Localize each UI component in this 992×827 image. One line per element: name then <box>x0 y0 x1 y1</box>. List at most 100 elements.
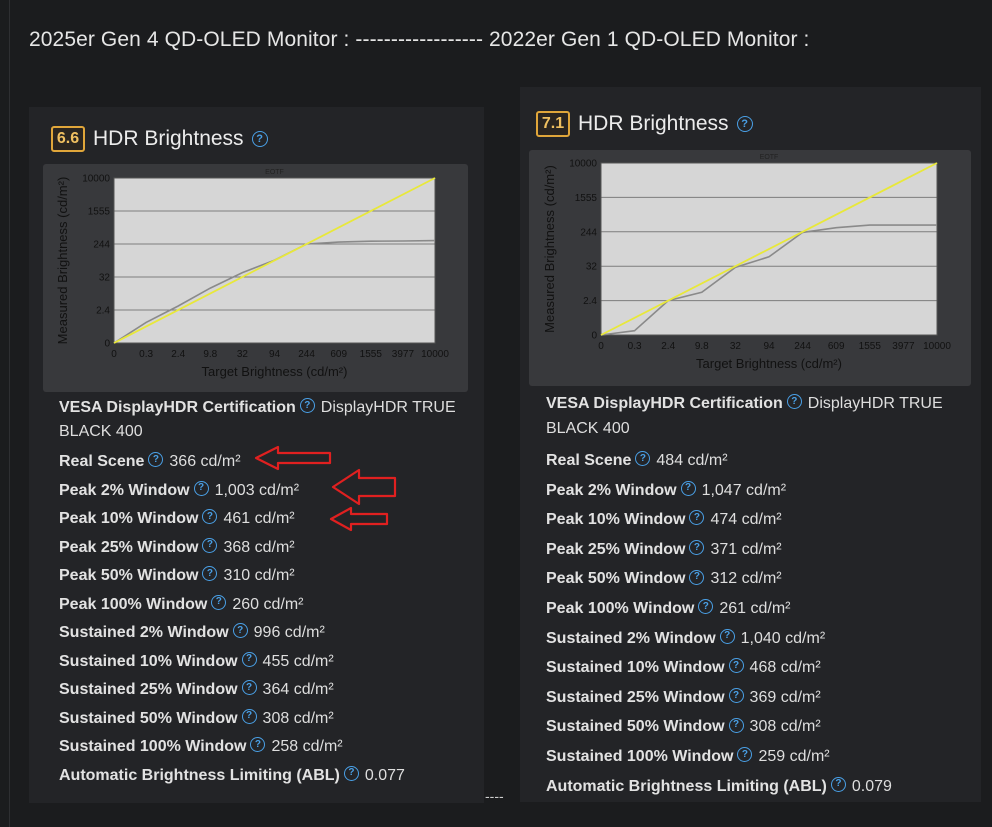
metric-value: DisplayHDR TRUE BLACK 400 <box>546 395 943 437</box>
chart-title: EOTF <box>760 154 779 161</box>
help-icon[interactable]: ? <box>689 540 705 556</box>
score-badge: 6.6 <box>51 126 85 152</box>
eotf-chart: 0 2.4 32 244 1555 10000 0 0.3 2.4 9.8 32 94 244 609 15… <box>43 164 468 392</box>
plot-border <box>600 162 938 336</box>
comparison-heading: 2025er Gen 4 QD-OLED Monitor : ---------… <box>29 28 810 51</box>
x-tick-label: 1555 <box>360 349 383 360</box>
help-icon[interactable]: ? <box>728 688 744 704</box>
y-tick-label: 32 <box>586 262 598 273</box>
metric-row: Peak 2% Window? 1,003 cd/m² <box>59 477 469 506</box>
metric-label: Automatic Brightness Limiting (ABL) <box>59 766 340 784</box>
metric-row: Sustained 25% Window? 364 cd/m² <box>59 676 469 705</box>
metric-value: 366 cd/m² <box>169 453 241 470</box>
y-tick-label: 10000 <box>82 174 110 185</box>
metric-label: Real Scene <box>546 452 632 469</box>
metric-row: Automatic Brightness Limiting (ABL)? 0.07… <box>59 762 469 791</box>
help-icon[interactable]: ? <box>232 623 248 639</box>
y-axis-label: Measured Brightness (cd/m²) <box>55 177 70 345</box>
metric-row: Peak 10% Window? 461 cd/m² <box>59 505 469 534</box>
help-icon[interactable]: ? <box>202 509 218 525</box>
x-axis-label: Target Brightness (cd/m²) <box>202 364 348 379</box>
help-icon[interactable]: ? <box>241 680 257 696</box>
metric-label: Peak 50% Window <box>546 570 686 588</box>
metric-value: 261 cd/m² <box>719 599 791 617</box>
metric-label: Sustained 100% Window <box>546 747 734 765</box>
help-icon[interactable]: ? <box>680 480 696 496</box>
x-tick-label: 1555 <box>859 341 882 352</box>
y-tick-label: 10000 <box>569 159 597 170</box>
metric-value: 0.077 <box>364 766 405 784</box>
help-icon[interactable]: ? <box>251 131 268 147</box>
y-tick-label: 1555 <box>88 207 111 218</box>
help-icon[interactable]: ? <box>241 651 257 667</box>
x-tick-label: 609 <box>828 341 845 352</box>
score-badge: 7.1 <box>536 111 570 137</box>
help-icon[interactable]: ? <box>202 566 218 582</box>
metric-label: Sustained 25% Window <box>59 681 238 698</box>
help-icon[interactable]: ? <box>148 452 164 468</box>
metric-row: Real Scene? 366 cd/m² <box>59 448 469 477</box>
x-tick-label: 2.4 <box>171 349 185 360</box>
x-tick-label: 10000 <box>421 349 449 360</box>
metric-label: Peak 100% Window <box>546 599 695 617</box>
help-icon[interactable]: ? <box>193 480 209 496</box>
metric-row: Sustained 10% Window? 468 cd/m² <box>546 653 966 683</box>
x-axis-label: Target Brightness (cd/m²) <box>696 356 842 371</box>
help-icon[interactable]: ? <box>830 776 846 792</box>
metric-row: Peak 2% Window? 1,047 cd/m² <box>546 476 966 506</box>
x-tick-label: 32 <box>237 349 249 360</box>
ideal-eotf-line <box>113 177 436 344</box>
metric-value: 1,047 cd/m² <box>701 481 787 499</box>
metric-label: Sustained 50% Window <box>546 718 725 736</box>
y-tick-label: 0 <box>591 331 597 342</box>
metric-label: Peak 100% Window <box>59 595 208 613</box>
plot-border <box>113 177 436 344</box>
help-icon[interactable]: ? <box>299 398 315 414</box>
metric-value: 468 cd/m² <box>749 659 821 677</box>
metric-row: Peak 100% Window? 261 cd/m² <box>546 594 966 624</box>
hdr-brightness-panel-2022: 7.1 HDR Brightness ? 0 2.4 32 244 1555 10000 0… <box>520 87 981 802</box>
metric-label: Peak 2% Window <box>546 481 677 499</box>
help-icon[interactable]: ? <box>343 765 359 781</box>
help-icon[interactable]: ? <box>202 537 218 553</box>
page-left-border <box>9 0 10 827</box>
x-tick-label: 32 <box>730 341 742 352</box>
x-tick-label: 0 <box>111 349 117 360</box>
metric-value: 369 cd/m² <box>749 688 821 706</box>
metric-row: Real Scene? 484 cd/m² <box>546 446 966 476</box>
metric-label: Peak 25% Window <box>59 538 199 556</box>
help-icon[interactable]: ? <box>728 658 744 674</box>
metric-row: Peak 50% Window? 312 cd/m² <box>546 564 966 594</box>
metric-label: Peak 10% Window <box>546 511 686 529</box>
metric-value: 364 cd/m² <box>262 681 334 698</box>
help-icon[interactable]: ? <box>728 717 744 733</box>
metric-row: Sustained 10% Window? 455 cd/m² <box>59 648 469 677</box>
metric-value: 1,003 cd/m² <box>214 481 300 499</box>
metric-row: Sustained 100% Window? 258 cd/m² <box>59 733 469 762</box>
help-icon[interactable]: ? <box>698 599 714 615</box>
metric-row: Peak 100% Window? 260 cd/m² <box>59 591 469 620</box>
help-icon[interactable]: ? <box>689 569 705 585</box>
help-icon[interactable]: ? <box>635 451 651 467</box>
separator-dashes: ---- <box>485 788 504 804</box>
metric-value: 260 cd/m² <box>232 595 304 613</box>
y-tick-label: 0 <box>104 339 110 350</box>
metric-value: 461 cd/m² <box>223 510 295 527</box>
x-tick-label: 0.3 <box>628 341 642 352</box>
help-icon[interactable]: ? <box>719 628 735 644</box>
metric-value: DisplayHDR TRUE BLACK 400 <box>59 399 456 440</box>
help-icon[interactable]: ? <box>737 747 753 763</box>
help-icon[interactable]: ? <box>250 737 266 753</box>
help-icon[interactable]: ? <box>689 510 705 526</box>
metric-row: Automatic Brightness Limiting (ABL)? 0.07… <box>546 772 966 802</box>
section-title: HDR Brightness <box>93 127 244 150</box>
metric-value: 455 cd/m² <box>262 652 334 670</box>
metric-value: 484 cd/m² <box>656 452 728 469</box>
metric-label: Sustained 10% Window <box>59 652 238 670</box>
help-icon[interactable]: ? <box>211 594 227 610</box>
help-icon[interactable]: ? <box>786 394 802 410</box>
x-tick-label: 0.3 <box>139 349 153 360</box>
help-icon[interactable]: ? <box>241 708 257 724</box>
metric-value: 308 cd/m² <box>262 709 334 727</box>
help-icon[interactable]: ? <box>736 116 753 132</box>
